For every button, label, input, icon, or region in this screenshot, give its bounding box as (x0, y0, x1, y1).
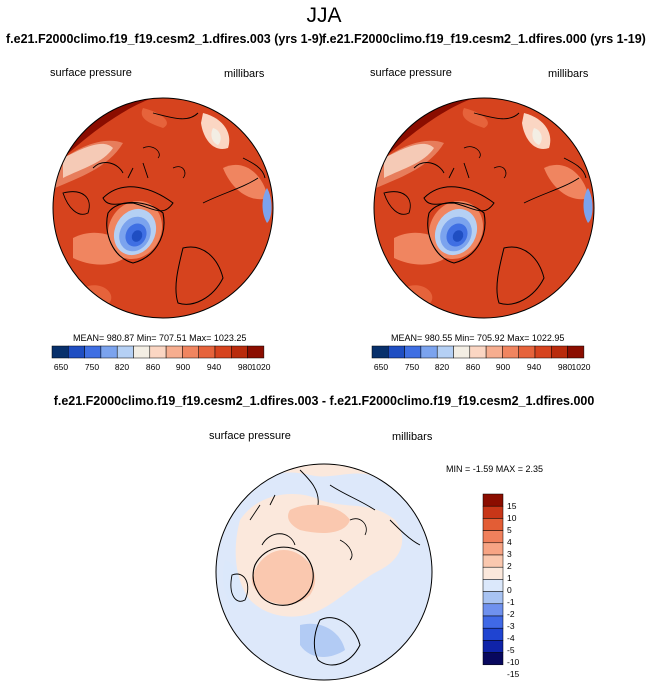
colorbar-swatch (84, 345, 102, 359)
panel2-map (374, 98, 594, 318)
colorbar-swatch (165, 345, 183, 359)
cb1-tick: 900 (175, 362, 191, 372)
cb3-tick: -5 (507, 645, 515, 655)
colorbar-swatch (231, 345, 248, 359)
cb3-tick: -3 (507, 621, 515, 631)
colorbar-swatch (502, 345, 519, 359)
panel1-variable-label: surface pressure (50, 67, 132, 79)
panel2-title: f.e21.F2000climo.f19_f19.cesm2_1.dfires.… (322, 32, 646, 46)
colorbar-swatch (453, 345, 471, 359)
colorbar-swatch (420, 345, 438, 359)
panel1-map (53, 98, 273, 318)
cb3-tick: -4 (507, 633, 515, 643)
colorbar-swatch (100, 345, 118, 359)
panel2-variable-label: surface pressure (370, 67, 452, 79)
cb2-tick: 750 (404, 362, 420, 372)
colorbar-swatch (551, 345, 568, 359)
cb3-tick: -10 (507, 657, 520, 667)
panel2-map-border (373, 97, 595, 319)
panel2-units-label: millibars (548, 68, 589, 80)
colorbar-swatch (485, 345, 503, 359)
colorbar-swatch (482, 505, 504, 519)
panel1-units-label: millibars (224, 68, 265, 80)
colorbar-swatch (469, 345, 487, 359)
colorbar-swatch (482, 554, 504, 568)
panel2-stats: MEAN= 980.55 Min= 705.92 Max= 1022.95 (391, 333, 565, 343)
cb1-tick: 820 (114, 362, 130, 372)
colorbar-swatch (567, 345, 585, 359)
cb1-tick: 980 (237, 362, 253, 372)
colorbar-swatch (482, 579, 504, 592)
colorbar-swatch (371, 345, 389, 359)
panel1-map-border (52, 97, 274, 319)
colorbar-swatch (482, 615, 504, 629)
colorbar-swatch (133, 345, 151, 359)
difference-variable-label: surface pressure (209, 430, 291, 442)
cb3-tick: 15 (507, 501, 517, 511)
difference-units-label: millibars (392, 431, 433, 443)
colorbar-swatch (68, 345, 85, 359)
panel1-title: f.e21.F2000climo.f19_f19.cesm2_1.dfires.… (6, 32, 323, 46)
page-title: JJA (306, 4, 342, 27)
difference-stats: MIN = -1.59 MAX = 2.35 (446, 464, 544, 474)
difference-map-border (215, 463, 433, 681)
colorbar-swatch (388, 345, 405, 359)
cb2-tick: 820 (434, 362, 450, 372)
colorbar-swatch (482, 493, 504, 507)
cb2-tick: 900 (495, 362, 511, 372)
cb3-tick: 5 (507, 525, 512, 535)
cb3-tick: -1 (507, 597, 515, 607)
colorbar-swatch (149, 345, 167, 359)
colorbar-swatch (482, 530, 504, 544)
colorbar-swatch (482, 652, 504, 666)
cb2-tick: 650 (373, 362, 389, 372)
colorbar-swatch (51, 345, 69, 359)
cb1-tick: 750 (84, 362, 100, 372)
cb1-tick: 860 (145, 362, 161, 372)
colorbar-swatch (482, 603, 504, 617)
cb3-tick: -15 (507, 669, 520, 679)
cb2-tick: 860 (465, 362, 481, 372)
cb2-tick: 980 (557, 362, 573, 372)
colorbar-swatch (518, 345, 536, 359)
cb3-tick: -2 (507, 609, 515, 619)
difference-title: f.e21.F2000climo.f19_f19.cesm2_1.dfires.… (53, 394, 595, 408)
cb2-tick: 1020 (571, 362, 591, 372)
panel2-colorbar (371, 345, 585, 359)
cb3-tick: 2 (507, 561, 512, 571)
cb1-tick: 1020 (251, 362, 271, 372)
cb1-tick: 650 (53, 362, 69, 372)
colorbar-swatch (534, 345, 552, 359)
colorbar-swatch (482, 627, 504, 641)
cb3-tick: 4 (507, 537, 512, 547)
cb2-tick: 940 (526, 362, 542, 372)
panel1-stats: MEAN= 980.87 Min= 707.51 Max= 1023.25 (73, 333, 247, 343)
colorbar-swatch (214, 345, 232, 359)
colorbar-swatch (482, 566, 504, 580)
cb3-tick: 3 (507, 549, 512, 559)
colorbar-swatch (482, 542, 504, 556)
difference-colorbar (482, 493, 504, 666)
colorbar-swatch (482, 640, 504, 653)
colorbar-swatch (482, 591, 504, 605)
colorbar-swatch (116, 345, 134, 359)
difference-map (216, 464, 432, 680)
colorbar-swatch (436, 345, 454, 359)
cb3-tick: 10 (507, 513, 517, 523)
colorbar-swatch (198, 345, 216, 359)
colorbar-swatch (404, 345, 422, 359)
colorbar-swatch (482, 518, 504, 531)
cb1-tick: 940 (206, 362, 222, 372)
colorbar-swatch (247, 345, 265, 359)
panel1-colorbar (51, 345, 265, 359)
cb3-tick: 0 (507, 585, 512, 595)
cb3-tick: 1 (507, 573, 512, 583)
colorbar-swatch (182, 345, 199, 359)
